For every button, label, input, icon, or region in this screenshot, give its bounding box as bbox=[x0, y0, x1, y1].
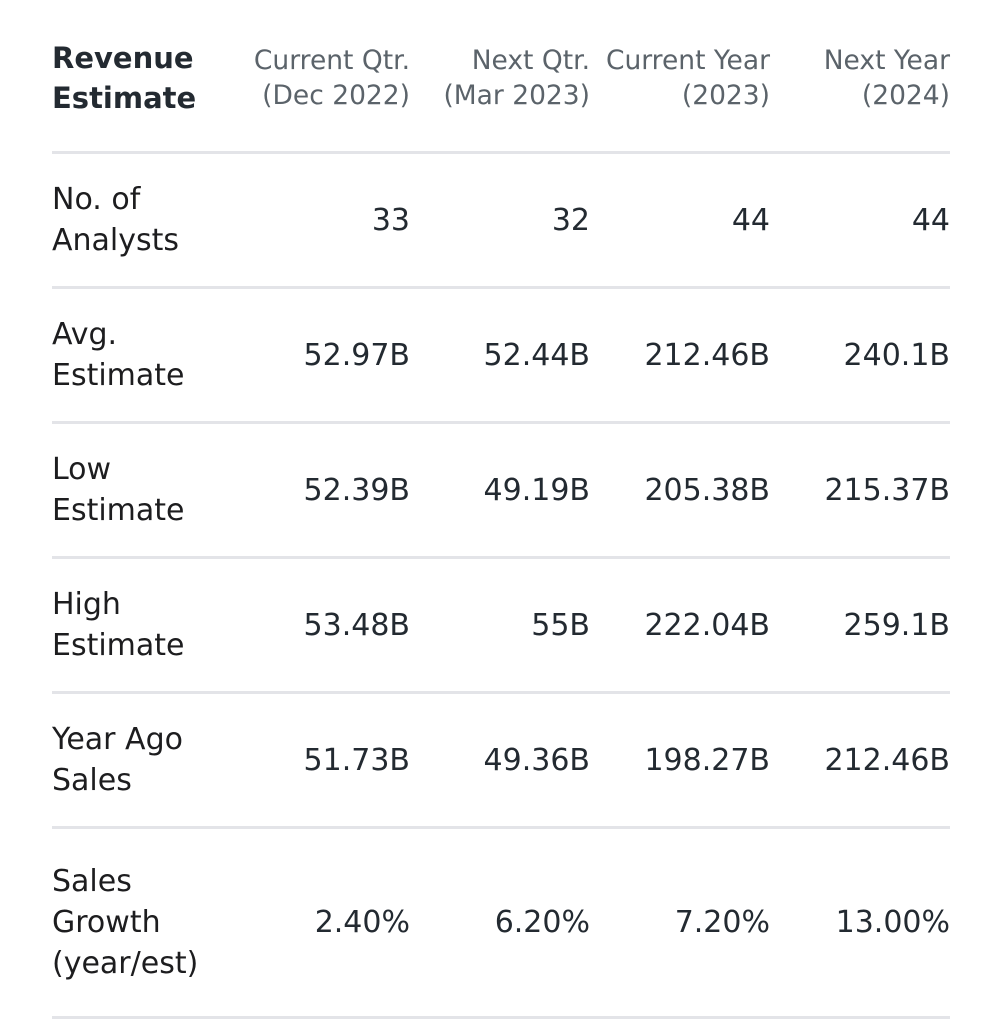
table-cell: 222.04B bbox=[644, 607, 770, 643]
table-cell: 240.1B bbox=[843, 337, 950, 373]
row-label-line: Growth bbox=[52, 905, 161, 940]
table-cell: 49.36B bbox=[483, 742, 590, 778]
table-row-no-of-analysts: No. of Analysts 33 32 44 44 bbox=[52, 154, 950, 289]
table-cell: 52.39B bbox=[303, 472, 410, 508]
table-cell: 212.46B bbox=[644, 337, 770, 373]
row-label-line: Estimate bbox=[52, 493, 185, 528]
table-cell: 32 bbox=[551, 202, 590, 238]
column-header-line: Current Year bbox=[605, 44, 770, 76]
table-cell: 7.20% bbox=[674, 905, 770, 940]
row-label-line: (year/est) bbox=[52, 946, 199, 981]
table-cell: 53.48B bbox=[303, 607, 410, 643]
column-header-line: Next Qtr. bbox=[471, 44, 590, 76]
row-label: Sales Growth (year/est) bbox=[52, 861, 230, 984]
row-label-line: High bbox=[52, 587, 121, 622]
row-label-line: No. of bbox=[52, 182, 141, 217]
table-cell: 55B bbox=[531, 607, 590, 643]
table-row-sales-growth: Sales Growth (year/est) 2.40% 6.20% 7.20… bbox=[52, 829, 950, 1019]
column-header-line: Current Qtr. bbox=[253, 44, 410, 76]
table-cell: 13.00% bbox=[835, 905, 950, 940]
column-header-line: Next Year bbox=[823, 44, 950, 76]
row-label-line: Analysts bbox=[52, 223, 180, 258]
column-header-next-qtr: Next Qtr. (Mar 2023) bbox=[410, 43, 590, 113]
row-label-line: Estimate bbox=[52, 628, 185, 663]
table-title-line: Revenue bbox=[52, 40, 194, 75]
column-header-line: (Dec 2022) bbox=[262, 79, 410, 111]
row-label: Year Ago Sales bbox=[52, 719, 230, 801]
row-label-line: Sales bbox=[52, 763, 132, 798]
column-header-line: (Mar 2023) bbox=[443, 79, 590, 111]
table-row-high-estimate: High Estimate 53.48B 55B 222.04B 259.1B bbox=[52, 559, 950, 694]
table-cell: 33 bbox=[371, 202, 410, 238]
table-cell: 49.19B bbox=[483, 472, 590, 508]
column-header-current-year: Current Year (2023) bbox=[590, 43, 770, 113]
table-cell: 6.20% bbox=[494, 905, 590, 940]
row-label: High Estimate bbox=[52, 584, 230, 666]
table-title-line: Estimate bbox=[52, 80, 197, 115]
row-label-line: Low bbox=[52, 452, 112, 487]
table-row-year-ago-sales: Year Ago Sales 51.73B 49.36B 198.27B 212… bbox=[52, 694, 950, 829]
table-cell: 52.44B bbox=[483, 337, 590, 373]
table-cell: 212.46B bbox=[824, 742, 950, 778]
revenue-estimate-table: Revenue Estimate Current Qtr. (Dec 2022)… bbox=[52, 0, 950, 1019]
table-title: Revenue Estimate bbox=[52, 38, 230, 118]
row-label: No. of Analysts bbox=[52, 179, 230, 261]
column-header-current-qtr: Current Qtr. (Dec 2022) bbox=[230, 43, 410, 113]
column-header-line: (2024) bbox=[861, 79, 950, 111]
table-cell: 52.97B bbox=[303, 337, 410, 373]
row-label-line: Year Ago bbox=[52, 722, 183, 757]
table-cell: 44 bbox=[911, 202, 950, 238]
table-cell: 205.38B bbox=[644, 472, 770, 508]
row-label-line: Sales bbox=[52, 864, 132, 899]
table-cell: 2.40% bbox=[314, 905, 410, 940]
row-label-line: Avg. bbox=[52, 317, 118, 352]
table-row-low-estimate: Low Estimate 52.39B 49.19B 205.38B 215.3… bbox=[52, 424, 950, 559]
row-label-line: Estimate bbox=[52, 358, 185, 393]
column-header-next-year: Next Year (2024) bbox=[770, 43, 950, 113]
table-row-avg-estimate: Avg. Estimate 52.97B 52.44B 212.46B 240.… bbox=[52, 289, 950, 424]
table-cell: 44 bbox=[731, 202, 770, 238]
table-cell: 215.37B bbox=[824, 472, 950, 508]
column-header-line: (2023) bbox=[681, 79, 770, 111]
table-header-row: Revenue Estimate Current Qtr. (Dec 2022)… bbox=[52, 0, 950, 154]
table-cell: 259.1B bbox=[843, 607, 950, 643]
row-label: Avg. Estimate bbox=[52, 314, 230, 396]
table-cell: 51.73B bbox=[303, 742, 410, 778]
row-label: Low Estimate bbox=[52, 449, 230, 531]
table-cell: 198.27B bbox=[644, 742, 770, 778]
